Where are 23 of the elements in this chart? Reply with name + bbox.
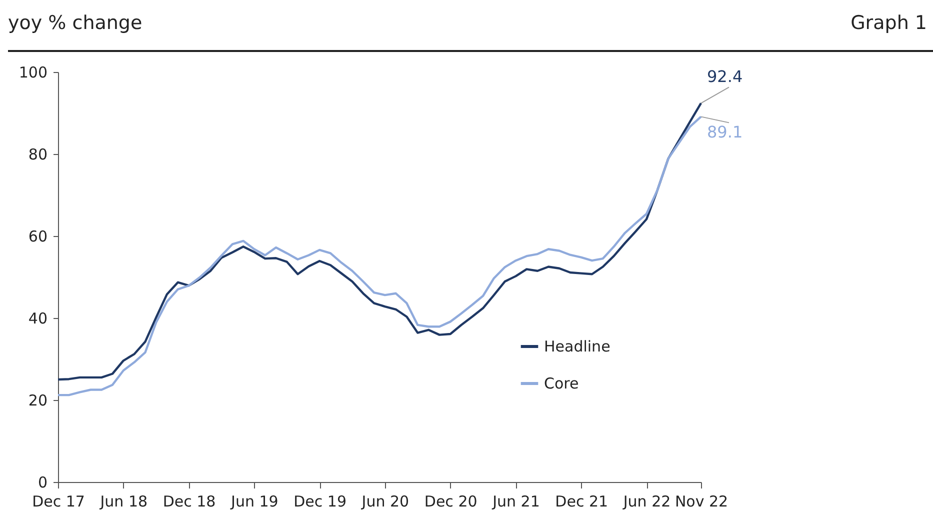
data-label: 89.1 — [707, 122, 743, 142]
y-tick-label: 0 — [38, 474, 48, 492]
y-tick-label: 100 — [18, 64, 48, 82]
x-tick-label: Jun 21 — [492, 492, 540, 510]
legend-label: Headline — [544, 338, 610, 356]
x-tick-label: Jun 18 — [99, 492, 148, 510]
x-tick-label: Dec 19 — [294, 492, 347, 510]
x-tick-label: Dec 18 — [162, 492, 216, 510]
x-tick-label: Jun 20 — [360, 492, 410, 510]
x-tick-label: Dec 21 — [555, 492, 608, 510]
data-label: 92.4 — [707, 67, 743, 86]
chart-title: yoy % change — [8, 12, 142, 34]
y-tick-label: 20 — [28, 392, 48, 410]
x-tick-label: Dec 20 — [424, 492, 478, 510]
legend-label: Core — [544, 374, 579, 392]
y-tick-label: 60 — [28, 228, 48, 246]
x-tick-label: Jun 19 — [230, 492, 278, 510]
x-tick-label: Jun 22 — [622, 492, 671, 510]
caption: Graph 1 — [850, 12, 927, 34]
x-tick-label: Nov 22 — [674, 492, 728, 510]
y-tick-label: 40 — [28, 310, 48, 328]
x-tick-label: Dec 17 — [32, 492, 85, 510]
y-tick-label: 80 — [28, 146, 48, 164]
